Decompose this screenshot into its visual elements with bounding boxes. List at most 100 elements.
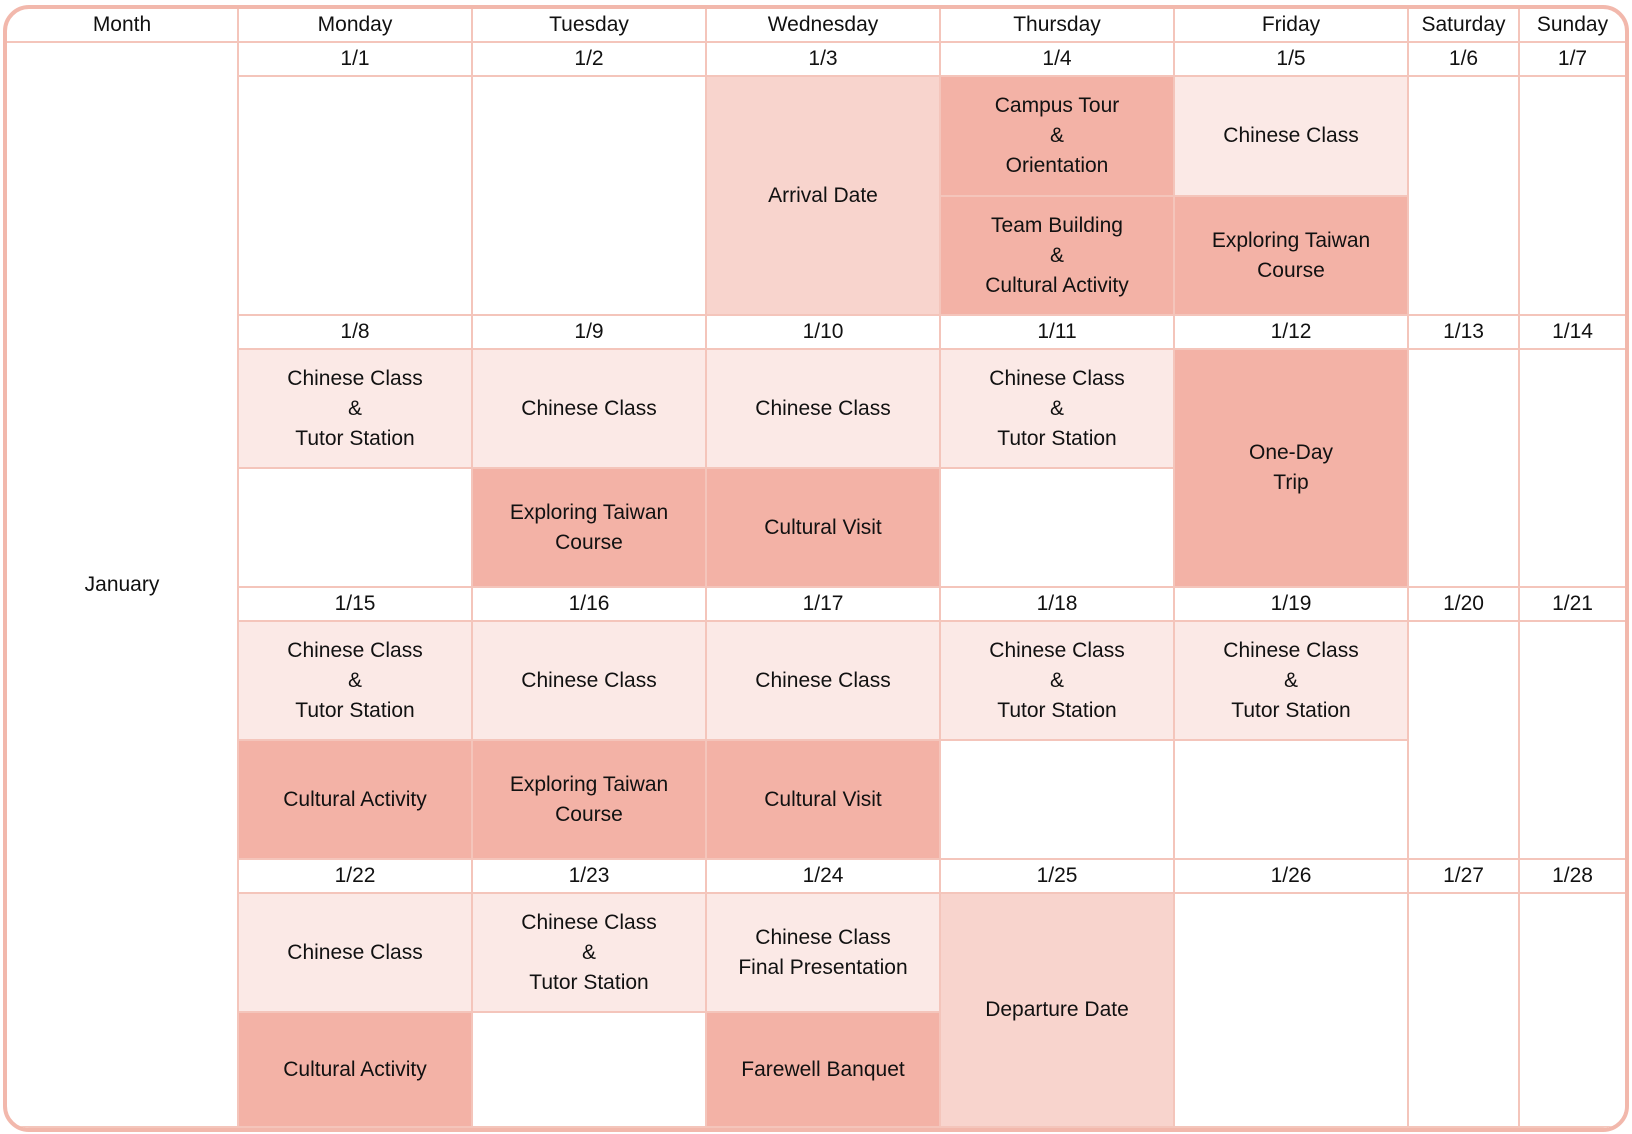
- date-cell: 1/23: [473, 860, 707, 894]
- empty-slot: [941, 469, 1175, 588]
- event-label: &: [1049, 124, 1064, 147]
- date-cell: 1/9: [473, 316, 707, 350]
- header-monday: Monday: [239, 9, 473, 43]
- event-label: Chinese Class: [521, 668, 657, 692]
- empty-slot: [1520, 77, 1625, 316]
- event-label: Tutor Station: [997, 698, 1117, 722]
- date-cell: 1/13: [1409, 316, 1520, 350]
- event-label: Departure Date: [985, 998, 1129, 1021]
- event-label: Exploring Taiwan: [1211, 228, 1371, 252]
- event-label: &: [347, 396, 362, 420]
- empty-slot: [1409, 894, 1520, 1128]
- date-cell: 1/27: [1409, 860, 1520, 894]
- event-label: Chinese Class: [287, 940, 423, 964]
- month-cell: January: [7, 43, 239, 1128]
- event-label: Farewell Banquet: [741, 1057, 905, 1081]
- event-label: Arrival Date: [768, 183, 878, 207]
- empty-slot: [239, 469, 473, 588]
- date-cell: 1/20: [1409, 588, 1520, 622]
- event-chinese-class: Chinese Class: [1175, 77, 1409, 197]
- empty-slot: [1520, 622, 1625, 860]
- empty-slot: [941, 741, 1175, 860]
- event-label: Chinese Class: [755, 396, 891, 420]
- event-exploring-taiwan: Exploring Taiwan Course: [473, 741, 707, 860]
- empty-slot: [1520, 894, 1625, 1128]
- event-label: Chinese Class: [755, 668, 891, 692]
- header-saturday: Saturday: [1409, 9, 1520, 43]
- event-label: Chinese Class: [1223, 124, 1359, 147]
- event-label: Chinese Class: [287, 638, 423, 662]
- event-label: Cultural Activity: [283, 1057, 427, 1081]
- empty-slot: [1409, 622, 1520, 860]
- event-label: Chinese Class: [755, 925, 891, 949]
- event-chinese-class: Chinese Class: [473, 350, 707, 469]
- event-label: Course: [555, 802, 623, 826]
- event-label: Trip: [1273, 471, 1309, 494]
- event-label: Chinese Class: [1223, 638, 1359, 662]
- event-label: Exploring Taiwan: [509, 500, 669, 524]
- event-label: Chinese Class: [989, 638, 1125, 662]
- event-departure-date: Departure Date: [941, 894, 1175, 1128]
- event-campus-tour: Campus Tour & Orientation: [941, 77, 1175, 197]
- date-cell: 1/22: [239, 860, 473, 894]
- empty-slot: [473, 1013, 707, 1128]
- date-cell: 1/10: [707, 316, 941, 350]
- event-label: Course: [1257, 258, 1325, 282]
- event-label: Tutor Station: [295, 426, 415, 450]
- header-sunday: Sunday: [1520, 9, 1625, 43]
- date-cell: 1/26: [1175, 860, 1409, 894]
- event-chinese-class: Chinese Class: [239, 894, 473, 1013]
- event-chinese-tutor: Chinese Class & Tutor Station: [239, 622, 473, 741]
- schedule-grid: Month Monday Tuesday Wednesday Thursday …: [7, 9, 1625, 1128]
- event-chinese-tutor: Chinese Class & Tutor Station: [941, 622, 1175, 741]
- event-label: Final Presentation: [738, 955, 908, 979]
- date-cell: 1/6: [1409, 43, 1520, 77]
- event-chinese-tutor: Chinese Class & Tutor Station: [1175, 622, 1409, 741]
- event-label: Orientation: [1005, 154, 1109, 177]
- date-cell: 1/19: [1175, 588, 1409, 622]
- date-cell: 1/28: [1520, 860, 1625, 894]
- event-label: Cultural Visit: [764, 515, 882, 539]
- empty-slot: [1175, 741, 1409, 860]
- event-label: Tutor Station: [997, 426, 1117, 450]
- date-cell: 1/21: [1520, 588, 1625, 622]
- event-label: Cultural Activity: [283, 787, 427, 811]
- event-label: Chinese Class: [287, 366, 423, 390]
- event-label: &: [1049, 668, 1064, 692]
- header-thursday: Thursday: [941, 9, 1175, 43]
- event-label: Course: [555, 530, 623, 554]
- event-team-building: Team Building & Cultural Activity: [941, 197, 1175, 316]
- event-label: &: [347, 668, 362, 692]
- event-label: Chinese Class: [989, 366, 1125, 390]
- event-chinese-class: Chinese Class: [707, 622, 941, 741]
- event-label: Chinese Class: [521, 910, 657, 934]
- date-cell: 1/4: [941, 43, 1175, 77]
- date-cell: 1/16: [473, 588, 707, 622]
- event-label: Cultural Activity: [985, 273, 1129, 297]
- event-arrival-date: Arrival Date: [707, 77, 941, 316]
- date-cell: 1/24: [707, 860, 941, 894]
- event-exploring-taiwan: Exploring Taiwan Course: [473, 469, 707, 588]
- event-chinese-tutor: Chinese Class & Tutor Station: [941, 350, 1175, 469]
- date-cell: 1/2: [473, 43, 707, 77]
- event-label: Tutor Station: [295, 698, 415, 722]
- event-label: &: [581, 940, 596, 964]
- date-cell: 1/8: [239, 316, 473, 350]
- header-tuesday: Tuesday: [473, 9, 707, 43]
- date-cell: 1/11: [941, 316, 1175, 350]
- event-exploring-taiwan: Exploring Taiwan Course: [1175, 197, 1409, 316]
- event-label: Team Building: [991, 213, 1123, 237]
- event-chinese-class: Chinese Class: [707, 350, 941, 469]
- event-cultural-activity: Cultural Activity: [239, 741, 473, 860]
- date-cell: 1/25: [941, 860, 1175, 894]
- event-cultural-visit: Cultural Visit: [707, 469, 941, 588]
- event-label: Exploring Taiwan: [509, 772, 669, 796]
- empty-slot: [1409, 350, 1520, 588]
- date-cell: 1/5: [1175, 43, 1409, 77]
- event-label: Tutor Station: [529, 970, 649, 994]
- header-month: Month: [7, 9, 239, 43]
- event-one-day-trip: One-Day Trip: [1175, 350, 1409, 588]
- empty-slot: [1409, 77, 1520, 316]
- schedule-frame: Month Monday Tuesday Wednesday Thursday …: [3, 5, 1629, 1132]
- event-cultural-activity: Cultural Activity: [239, 1013, 473, 1128]
